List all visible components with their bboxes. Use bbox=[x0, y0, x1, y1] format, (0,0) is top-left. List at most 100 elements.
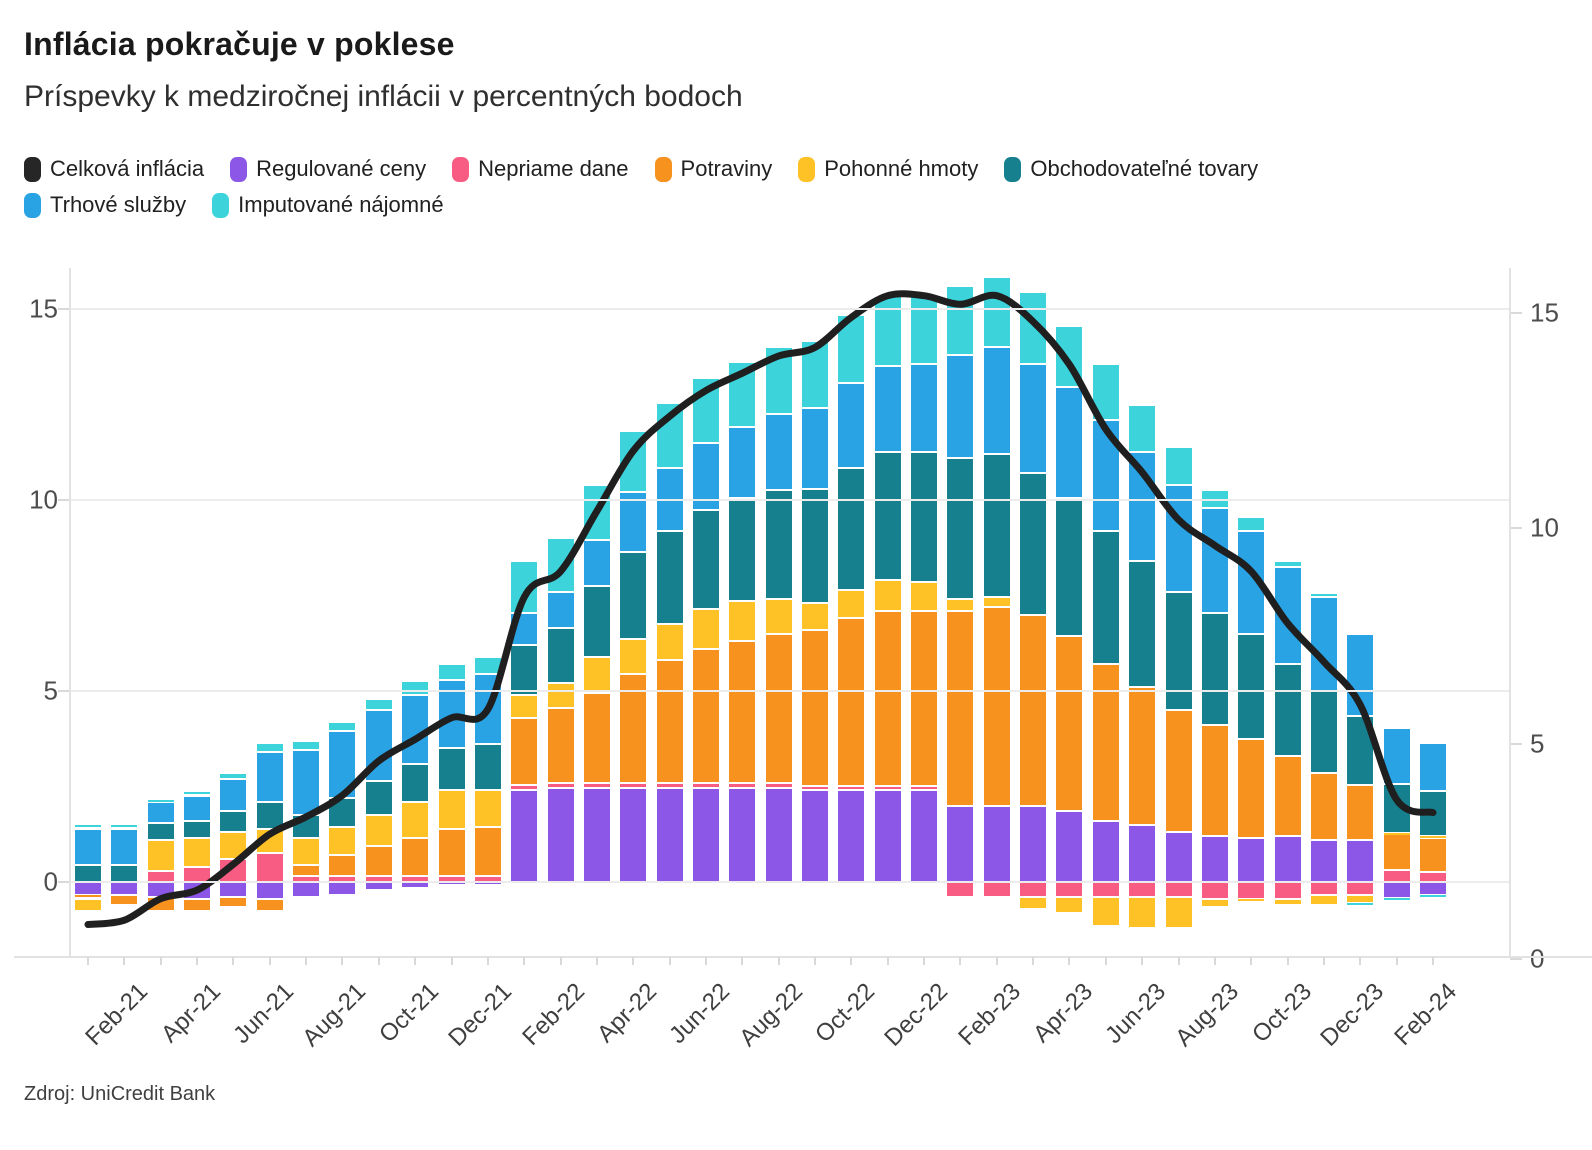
bar-segment bbox=[293, 751, 320, 815]
bar-segment bbox=[911, 453, 938, 582]
bar-segment bbox=[365, 877, 392, 881]
bar-segment bbox=[620, 493, 647, 551]
bar-segment bbox=[692, 510, 719, 608]
x-axis-tick-label: Oct-22 bbox=[810, 978, 881, 1049]
bar-segment bbox=[729, 428, 756, 498]
x-axis-tick-label: Feb-24 bbox=[1389, 978, 1463, 1051]
bar-segment bbox=[583, 693, 610, 782]
bar-segment bbox=[111, 883, 138, 895]
bar-segment bbox=[547, 789, 574, 881]
plot-area bbox=[70, 268, 1510, 957]
bar-segment bbox=[438, 829, 465, 876]
bar-segment bbox=[402, 883, 429, 887]
bar-segment bbox=[947, 611, 974, 805]
bar-segment bbox=[1092, 898, 1119, 925]
x-axis-tick-label: Apr-23 bbox=[1028, 978, 1099, 1049]
x-axis-tick bbox=[196, 957, 199, 965]
bar-segment bbox=[1238, 883, 1265, 899]
legend-label: Nepriame dane bbox=[478, 156, 629, 181]
bar-segment bbox=[947, 883, 974, 897]
bar-segment bbox=[656, 625, 683, 660]
bar-segment bbox=[1056, 812, 1083, 881]
x-axis-tick bbox=[341, 957, 344, 965]
bar-segment bbox=[220, 779, 247, 811]
bar-segment bbox=[1165, 833, 1192, 881]
bar-segment bbox=[874, 367, 901, 452]
x-axis-tick-label: Dec-21 bbox=[443, 978, 517, 1052]
bar-segment bbox=[765, 634, 792, 782]
bar-segment bbox=[184, 900, 211, 910]
x-axis-tick-label: Feb-21 bbox=[80, 978, 154, 1051]
bar-segment bbox=[583, 657, 610, 692]
x-axis-tick-label: Oct-23 bbox=[1246, 978, 1317, 1049]
bar-segment bbox=[365, 816, 392, 845]
bar-segment bbox=[1201, 837, 1228, 881]
x-axis-tick-label: Oct-21 bbox=[374, 978, 445, 1049]
bar-segment bbox=[620, 789, 647, 881]
bar-segment bbox=[692, 783, 719, 788]
bar-segment bbox=[1020, 615, 1047, 805]
bar-segment bbox=[1056, 388, 1083, 498]
legend-item: Pohonné hmoty bbox=[798, 156, 978, 182]
bar-segment bbox=[1129, 883, 1156, 897]
x-axis-tick bbox=[486, 957, 489, 965]
x-axis-tick bbox=[87, 957, 89, 965]
total-inflation-line bbox=[84, 290, 1437, 928]
bar-segment bbox=[1238, 839, 1265, 881]
bar-segment bbox=[692, 789, 719, 881]
bar-segment bbox=[729, 602, 756, 641]
bar-segment bbox=[1419, 873, 1446, 881]
bar-segment bbox=[75, 900, 101, 910]
gridline bbox=[70, 499, 1510, 501]
bar-segment bbox=[1274, 883, 1301, 899]
legend-label: Obchodovateľné tovary bbox=[1030, 156, 1259, 181]
bar-segment bbox=[729, 499, 756, 601]
bar-segment bbox=[1201, 613, 1228, 725]
y-axis-tick-label-left: 10 bbox=[29, 484, 58, 515]
bar-segment bbox=[983, 607, 1010, 805]
bar-segment bbox=[983, 455, 1010, 597]
bar-segment bbox=[802, 791, 828, 881]
bar-segment bbox=[1165, 898, 1192, 927]
x-axis-tick bbox=[1032, 957, 1035, 965]
x-axis-tick bbox=[1250, 957, 1253, 965]
x-axis-tick bbox=[1213, 957, 1216, 965]
legend-swatch-icon bbox=[798, 156, 816, 182]
bar-segment bbox=[1129, 825, 1156, 881]
bar-segment bbox=[402, 802, 429, 838]
bar-segment bbox=[511, 718, 538, 784]
bar-segment bbox=[802, 409, 828, 488]
bar-segment bbox=[184, 821, 211, 838]
bar-segment bbox=[1092, 883, 1119, 897]
x-axis-tick bbox=[523, 957, 526, 965]
bar-segment bbox=[874, 453, 901, 580]
bar-segment bbox=[765, 491, 792, 599]
bar-segment bbox=[147, 883, 174, 897]
gridline bbox=[70, 308, 1510, 310]
legend-swatch-icon bbox=[24, 156, 41, 182]
bar-segment bbox=[474, 882, 501, 884]
bar-segment bbox=[983, 277, 1010, 347]
x-axis-tick bbox=[1068, 957, 1071, 965]
bar-segment bbox=[911, 791, 938, 881]
bar-segment bbox=[1092, 531, 1119, 664]
y-axis-tick-right bbox=[1510, 527, 1522, 530]
bar-segment bbox=[1129, 405, 1156, 452]
bar-segment bbox=[402, 682, 429, 694]
bar-segment bbox=[547, 592, 574, 627]
bar-segment bbox=[293, 839, 320, 864]
bar-segment bbox=[438, 882, 465, 884]
bar-segment bbox=[111, 865, 138, 881]
bar-segment bbox=[1274, 665, 1301, 755]
bar-segment bbox=[765, 415, 792, 490]
bar-segment bbox=[147, 840, 174, 870]
bar-segment bbox=[1201, 726, 1228, 836]
bar-segment bbox=[1238, 739, 1265, 838]
x-axis-tick bbox=[232, 957, 235, 965]
bar-segment bbox=[474, 877, 501, 881]
bar-segment bbox=[838, 384, 865, 467]
legend-item: Imputované nájomné bbox=[212, 192, 444, 218]
bar-segment bbox=[1238, 634, 1265, 738]
y-axis-tick-label-right: 5 bbox=[1530, 728, 1545, 759]
legend-row: Trhové služby Imputované nájomné bbox=[24, 192, 1564, 218]
